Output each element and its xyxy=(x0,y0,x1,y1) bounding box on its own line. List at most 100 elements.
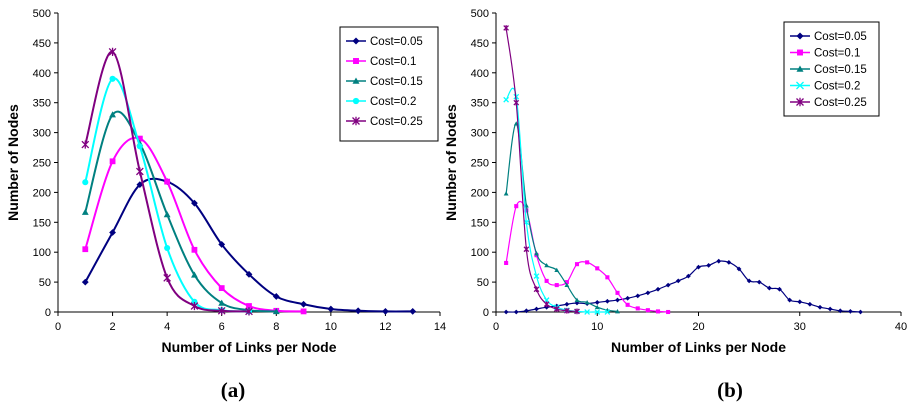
y-tick-label: 500 xyxy=(471,8,489,20)
x-tick-label: 4 xyxy=(164,321,170,333)
data-point xyxy=(136,181,144,189)
series-line xyxy=(506,260,861,313)
data-point xyxy=(564,282,570,288)
data-point xyxy=(615,309,620,314)
y-tick-label: 0 xyxy=(45,307,51,319)
data-point xyxy=(245,307,253,316)
data-point xyxy=(164,178,171,185)
data-point xyxy=(543,297,550,303)
data-point xyxy=(163,273,172,282)
data-point xyxy=(554,267,560,273)
data-point xyxy=(191,246,198,253)
data-point xyxy=(554,303,560,309)
data-point xyxy=(534,250,539,256)
data-point xyxy=(300,300,307,308)
legend-label: Cost=0.05 xyxy=(370,36,423,48)
data-point xyxy=(655,309,661,314)
data-point xyxy=(827,306,833,312)
data-point xyxy=(272,308,280,315)
y-tick-label: 300 xyxy=(33,128,51,140)
legend-marker xyxy=(796,65,804,72)
y-tick-label: 150 xyxy=(471,217,489,229)
data-point xyxy=(523,308,529,314)
data-point xyxy=(554,283,559,288)
data-point xyxy=(706,262,712,268)
x-tick-label: 0 xyxy=(493,321,499,333)
data-point xyxy=(136,135,143,142)
data-point xyxy=(716,258,722,264)
y-tick-label: 200 xyxy=(33,187,51,199)
data-point xyxy=(503,96,509,103)
data-point xyxy=(108,47,117,56)
data-point xyxy=(163,211,171,218)
legend-marker xyxy=(797,49,803,56)
data-point xyxy=(837,308,843,314)
data-point xyxy=(635,306,640,311)
data-point xyxy=(513,99,520,106)
data-point xyxy=(136,143,143,150)
data-point xyxy=(766,285,772,291)
data-point xyxy=(817,304,823,310)
x-axis-title: Number of Links per Node xyxy=(611,339,786,355)
series-line xyxy=(84,136,304,313)
data-point xyxy=(807,301,813,307)
data-point xyxy=(382,308,389,315)
legend-marker xyxy=(352,77,360,84)
data-point xyxy=(797,299,803,305)
legend-label: Cost=0.15 xyxy=(370,76,423,88)
data-point xyxy=(746,278,752,284)
data-point xyxy=(574,262,580,267)
data-point xyxy=(574,297,580,302)
data-point xyxy=(594,304,600,310)
series-line xyxy=(84,177,413,313)
y-tick-label: 50 xyxy=(477,277,489,289)
data-point xyxy=(585,260,590,265)
legend-marker xyxy=(796,81,804,90)
data-point xyxy=(218,285,225,291)
x-tick-label: 12 xyxy=(379,321,391,333)
data-point xyxy=(218,241,226,248)
data-point xyxy=(787,297,793,303)
data-point xyxy=(645,290,651,296)
data-point xyxy=(544,278,549,283)
x-tick-label: 10 xyxy=(325,321,337,333)
data-point xyxy=(109,111,116,118)
y-tick-label: 150 xyxy=(33,217,51,229)
data-point xyxy=(503,25,509,31)
data-point xyxy=(543,301,550,308)
data-point xyxy=(272,293,280,300)
series-line xyxy=(505,27,578,313)
series-line xyxy=(505,123,618,312)
x-tick-label: 20 xyxy=(692,321,704,333)
data-point xyxy=(523,246,530,253)
data-point xyxy=(246,303,252,309)
data-point xyxy=(605,275,610,280)
caption-a: (a) xyxy=(220,378,246,402)
data-point xyxy=(685,273,691,279)
data-point xyxy=(327,305,335,313)
data-point xyxy=(534,306,539,312)
legend-label: Cost=0.1 xyxy=(814,48,860,60)
series-line xyxy=(505,87,608,313)
legend-marker xyxy=(352,116,360,126)
data-point xyxy=(109,158,116,165)
data-point xyxy=(245,270,253,278)
legend-label: Cost=0.2 xyxy=(814,81,860,93)
data-point xyxy=(553,306,560,312)
legend-marker xyxy=(352,97,360,105)
data-point xyxy=(503,191,509,196)
data-point xyxy=(675,278,681,284)
data-point xyxy=(615,290,620,295)
data-point xyxy=(191,298,198,305)
data-point xyxy=(191,199,198,207)
data-point xyxy=(81,278,89,286)
legend-label: Cost=0.15 xyxy=(814,64,867,76)
data-point xyxy=(300,308,307,315)
y-axis-title: Number of Nodes xyxy=(443,104,459,221)
series-Cost=0.25 xyxy=(81,47,253,316)
data-point xyxy=(191,271,198,278)
data-point xyxy=(514,204,519,209)
data-point xyxy=(164,244,171,252)
data-point xyxy=(533,286,540,293)
data-point xyxy=(503,309,509,315)
